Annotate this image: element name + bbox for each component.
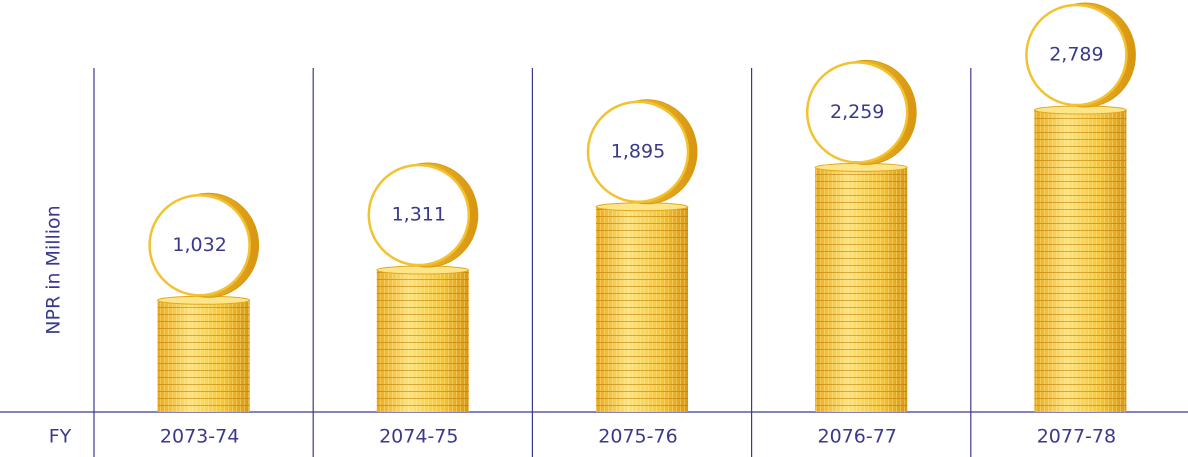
value-label: 2,259 [830, 101, 884, 123]
y-axis-label: NPR in Million [43, 205, 65, 334]
coin-stack-stripes [815, 167, 907, 412]
value-label: 1,032 [172, 234, 226, 256]
x-tick-label: 2075-76 [598, 426, 677, 448]
x-tick-label: 2074-75 [379, 426, 458, 448]
coin-stack-stripes [158, 300, 250, 412]
value-label: 1,311 [392, 204, 446, 226]
x-axis-label: FY [49, 426, 72, 448]
value-label: 1,895 [611, 140, 665, 162]
x-tick-label: 2076-77 [818, 426, 897, 448]
coin-stack-stripes [596, 207, 688, 412]
coin-stack-stripes [377, 270, 469, 412]
value-label: 2,789 [1049, 44, 1103, 66]
chart: NPR in Million FY 2073-74 1,032 2074-75 1,3… [0, 0, 1188, 457]
coin-stack-stripes [1034, 110, 1126, 412]
x-tick-label: 2077-78 [1037, 426, 1116, 448]
x-tick-label: 2073-74 [160, 426, 239, 448]
